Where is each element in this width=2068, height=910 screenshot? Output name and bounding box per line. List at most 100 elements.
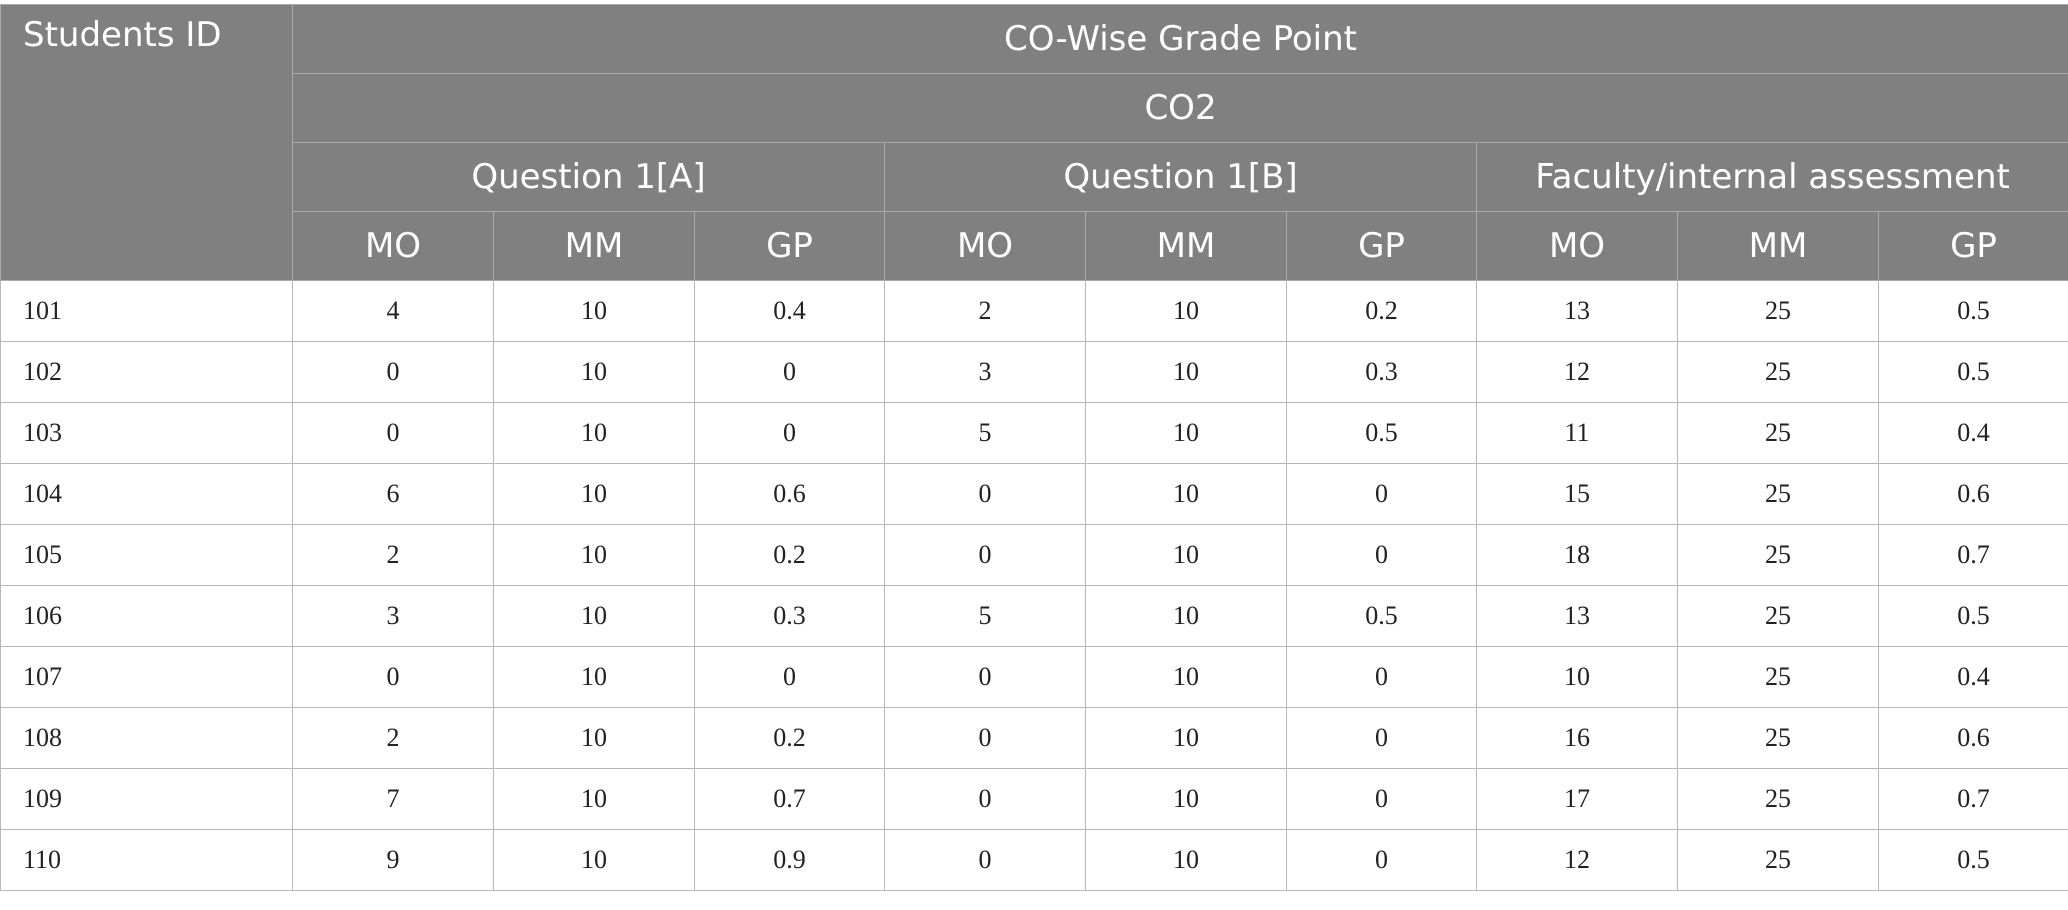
table-cell: 25 [1677,585,1879,647]
header-row-title: Students ID CO-Wise Grade Point [0,4,2068,281]
table-cell: 10 [493,402,695,464]
table-row: 101 4 10 0.4 2 10 0.2 13 25 0.5 [0,280,2068,342]
subcol-header: GP [694,211,885,281]
table-cell: 5 [884,585,1086,647]
student-id-cell: 102 [0,341,293,403]
subcol-header: GP [1877,211,2068,281]
header-row-subcols: MO MM GP MO MM GP MO MM GP [1,211,2068,281]
table-cell: 0 [1286,463,1477,525]
table-row: 103 0 10 0 5 10 0.5 11 25 0.4 [0,402,2068,464]
subcol-header: GP [1286,211,1477,281]
student-id-cell: 101 [0,280,293,342]
student-id-cell: 110 [0,829,293,891]
student-id-cell: 109 [0,768,293,830]
table-cell: 9 [292,829,494,891]
table-cell: 10 [493,463,695,525]
group-header-question-1a: Question 1[A] [292,142,885,212]
table-cell: 5 [884,402,1086,464]
table-cell: 0.7 [1877,768,2068,830]
table-cell: 10 [493,585,695,647]
table-cell: 2 [292,524,494,586]
table-body: 101 4 10 0.4 2 10 0.2 13 25 0.5 102 0 10 0 3 10 0.3 12 25 0… [0,280,2068,891]
subcol-header: MM [1677,211,1879,281]
table-cell: 3 [884,341,1086,403]
table-cell: 0.7 [694,768,885,830]
grade-point-table: Students ID CO-Wise Grade Point CO2 Ques… [0,4,2068,891]
table-cell: 0.3 [694,585,885,647]
table-row: 104 6 10 0.6 0 10 0 15 25 0.6 [0,463,2068,525]
table-cell: 0 [1286,646,1477,708]
table-cell: 0 [884,646,1086,708]
table-cell: 2 [292,707,494,769]
table-cell: 25 [1677,524,1879,586]
table-cell: 0.6 [694,463,885,525]
table-header: Students ID CO-Wise Grade Point CO2 Ques… [0,4,2068,281]
table-cell: 0 [884,463,1086,525]
table-cell: 4 [292,280,494,342]
table-cell: 0 [1286,829,1477,891]
table-cell: 0.6 [1877,463,2068,525]
table-cell: 0.6 [1877,707,2068,769]
header-row-groups: Question 1[A] Question 1[B] Faculty/inte… [1,142,2068,212]
table-cell: 0 [884,829,1086,891]
table-cell: 10 [493,768,695,830]
table-cell: 0 [884,524,1086,586]
table-row: 102 0 10 0 3 10 0.3 12 25 0.5 [0,341,2068,403]
table-cell: 10 [1085,524,1287,586]
table-cell: 0 [1286,768,1477,830]
table-cell: 10 [1085,829,1287,891]
table-cell: 10 [1085,768,1287,830]
table-cell: 0.9 [694,829,885,891]
table-cell: 0.2 [694,707,885,769]
table-row: 109 7 10 0.7 0 10 0 17 25 0.7 [0,768,2068,830]
group-header-question-1b: Question 1[B] [884,142,1477,212]
table-cell: 17 [1476,768,1678,830]
table-cell: 0 [884,707,1086,769]
table-cell: 10 [1085,707,1287,769]
table-cell: 25 [1677,341,1879,403]
table-cell: 10 [1085,646,1287,708]
table-cell: 0.7 [1877,524,2068,586]
table-cell: 10 [1085,585,1287,647]
table-row: 107 0 10 0 0 10 0 10 25 0.4 [0,646,2068,708]
table-cell: 12 [1476,341,1678,403]
table-cell: 0.5 [1877,585,2068,647]
table-cell: 16 [1476,707,1678,769]
student-id-cell: 107 [0,646,293,708]
table-cell: 0.4 [694,280,885,342]
table-cell: 0 [694,341,885,403]
co-header: CO2 [291,73,2068,143]
table-cell: 0 [1286,524,1477,586]
table-cell: 0.2 [694,524,885,586]
table-cell: 25 [1677,402,1879,464]
table-cell: 10 [1085,463,1287,525]
table-cell: 0.5 [1286,585,1477,647]
table-title: CO-Wise Grade Point [291,4,2068,74]
table-cell: 11 [1476,402,1678,464]
table-cell: 0 [292,402,494,464]
table-cell: 10 [1476,646,1678,708]
table-cell: 0.5 [1877,280,2068,342]
table-cell: 13 [1476,585,1678,647]
subcol-header: MM [1085,211,1287,281]
table-cell: 25 [1677,280,1879,342]
table-cell: 10 [493,280,695,342]
header-row-co: CO2 [1,73,2068,143]
table-row: 106 3 10 0.3 5 10 0.5 13 25 0.5 [0,585,2068,647]
table-cell: 0 [292,341,494,403]
table-cell: 0.5 [1877,829,2068,891]
table-cell: 25 [1677,463,1879,525]
table-cell: 6 [292,463,494,525]
student-id-cell: 103 [0,402,293,464]
table-cell: 10 [493,341,695,403]
student-id-cell: 104 [0,463,293,525]
students-id-header: Students ID [0,4,293,281]
table-cell: 0.4 [1877,402,2068,464]
student-id-cell: 105 [0,524,293,586]
subcol-header: MO [292,211,494,281]
table-cell: 13 [1476,280,1678,342]
table-cell: 18 [1476,524,1678,586]
table-cell: 0.4 [1877,646,2068,708]
group-header-faculty-assessment: Faculty/internal assessment [1475,142,2068,212]
subcol-header: MO [1476,211,1678,281]
